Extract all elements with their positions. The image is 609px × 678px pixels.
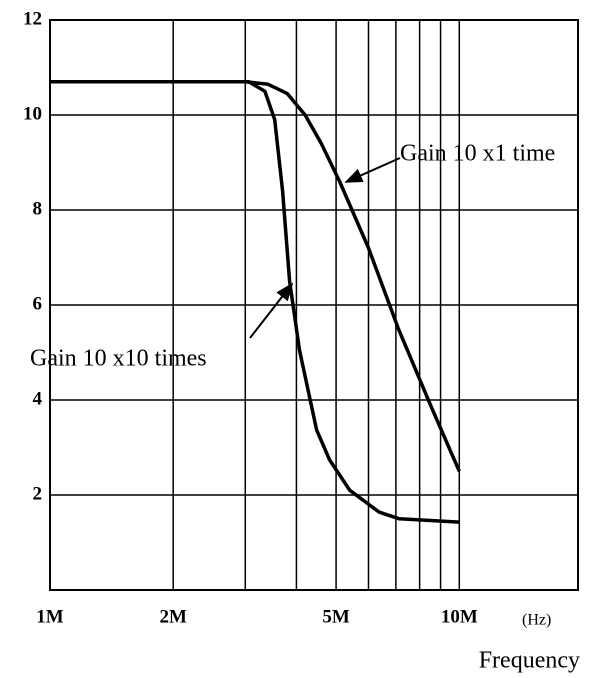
annotation-arrow <box>249 282 294 339</box>
x-axis-label: Frequency <box>479 648 580 674</box>
y-tick-label: 10 <box>23 103 42 124</box>
annotation-arrow <box>344 157 401 183</box>
x-unit: (Hz) <box>522 612 551 629</box>
series-label: Gain 10 x1 time <box>400 141 555 167</box>
y-tick-label: 6 <box>33 293 43 314</box>
x-tick-label: 5M <box>322 606 350 627</box>
x-tick-label: 1M <box>36 606 64 627</box>
data-line <box>50 80 461 472</box>
x-tick-label: 10M <box>441 606 478 627</box>
y-tick-label: 2 <box>33 483 43 504</box>
x-tick-label: 2M <box>159 606 187 627</box>
y-tick-label: 12 <box>23 8 42 29</box>
y-tick-label: 4 <box>33 388 43 409</box>
y-tick-label: 8 <box>33 198 43 219</box>
data-line <box>50 80 460 524</box>
series-label: Gain 10 x10 times <box>30 346 207 372</box>
